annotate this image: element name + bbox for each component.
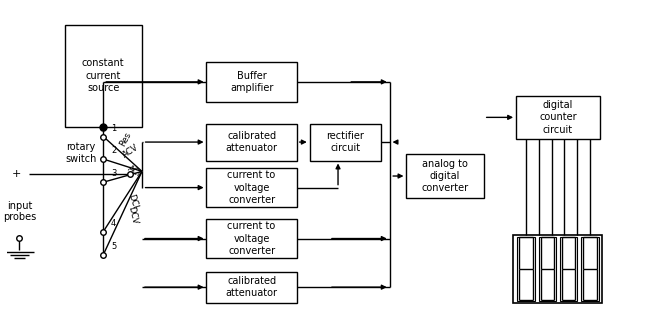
Text: DCV: DCV [126, 206, 139, 225]
Bar [581, 237, 599, 301]
Bar [407, 154, 484, 198]
Text: current to
voltage
converter: current to voltage converter [228, 221, 276, 256]
Text: digital
counter
circuit: digital counter circuit [539, 100, 576, 135]
Bar [560, 237, 577, 301]
Text: rotary
switch: rotary switch [65, 142, 97, 164]
Text: 5: 5 [111, 242, 116, 251]
Text: input
probes: input probes [3, 201, 36, 222]
Text: +: + [12, 169, 21, 180]
Bar [538, 237, 556, 301]
Bar [310, 123, 380, 161]
Bar [64, 25, 142, 127]
Text: constant
current
source: constant current source [82, 58, 124, 93]
Text: DCI: DCI [126, 193, 139, 210]
Text: Res: Res [118, 131, 133, 148]
Bar [517, 237, 535, 301]
Bar [513, 235, 603, 303]
Text: ACV: ACV [121, 143, 140, 160]
Text: current to
voltage
converter: current to voltage converter [228, 170, 276, 205]
Bar [516, 96, 600, 139]
Text: rectifier
circuit: rectifier circuit [326, 131, 364, 153]
Text: 2: 2 [111, 146, 116, 155]
Bar [207, 62, 297, 102]
Text: 4: 4 [111, 219, 116, 228]
Bar [207, 219, 297, 258]
Text: 3: 3 [111, 169, 116, 179]
Text: 1: 1 [111, 124, 116, 133]
Text: calibrated
attenuator: calibrated attenuator [226, 276, 278, 298]
Text: Buffer
amplifier: Buffer amplifier [230, 71, 273, 93]
Text: calibrated
attenuator: calibrated attenuator [226, 131, 278, 153]
Bar [207, 123, 297, 161]
Text: analog to
digital
converter: analog to digital converter [422, 159, 468, 193]
Bar [207, 272, 297, 303]
Text: ACI: ACI [126, 163, 143, 178]
Bar [207, 168, 297, 207]
